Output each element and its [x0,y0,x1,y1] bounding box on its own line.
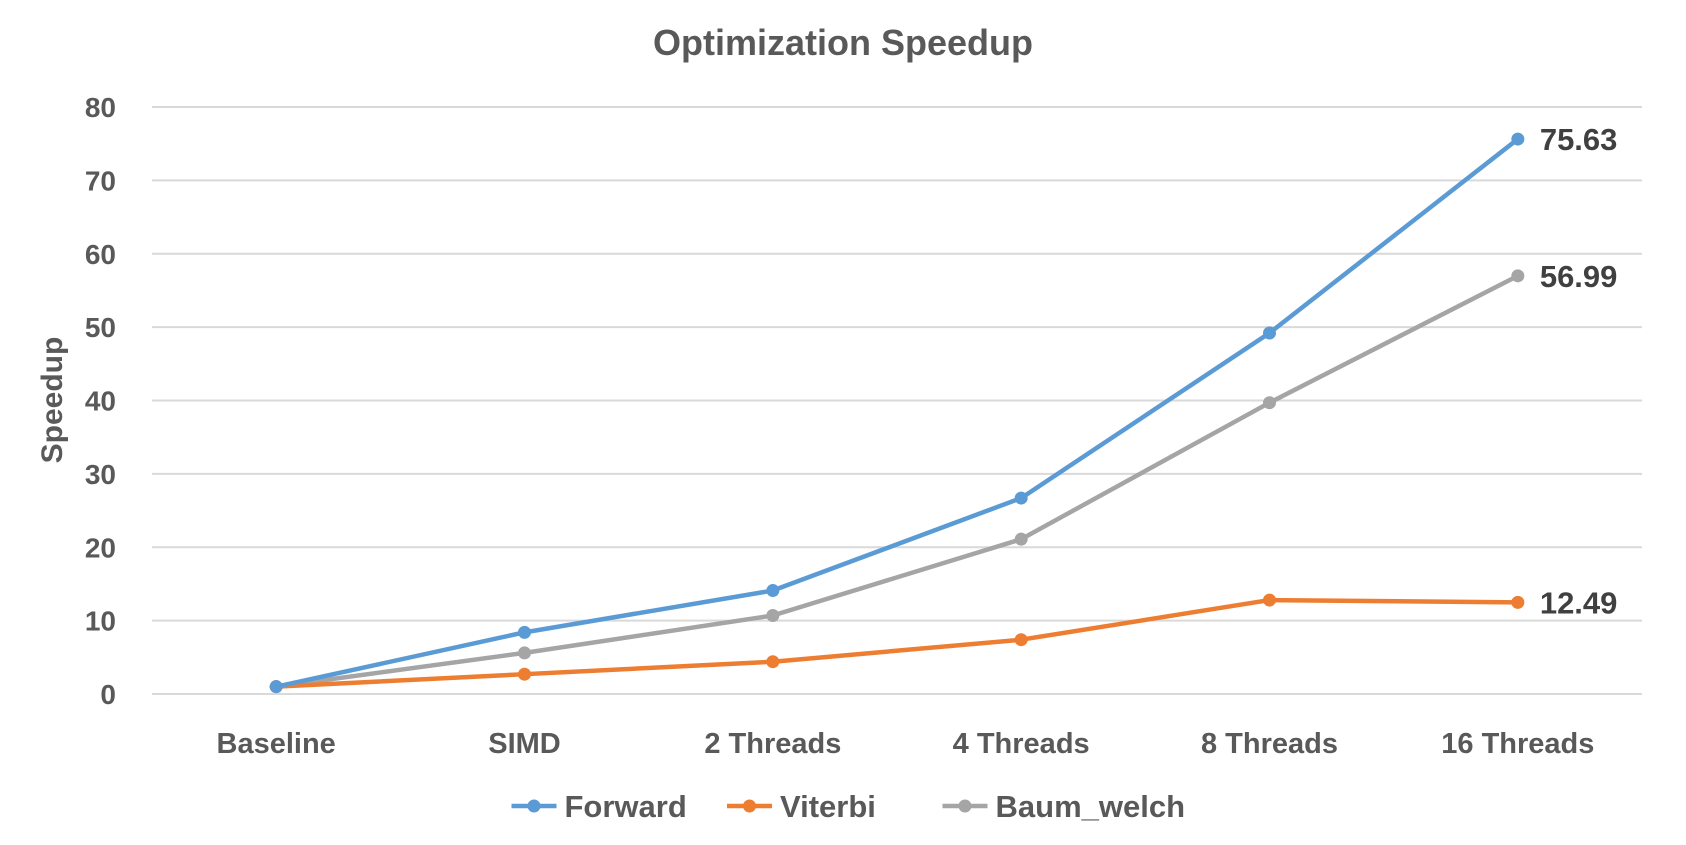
y-axis-label: Speedup [36,337,69,464]
legend-marker [958,799,972,813]
data-point [766,584,780,598]
y-tick-label: 70 [85,165,116,196]
data-point [1511,595,1525,609]
data-point [1263,326,1276,340]
data-point [1014,491,1028,505]
x-axis-ticks: Baseline SIMD 2 Threads 4 Threads 8 Threads 1… [217,728,1595,760]
legend-item-forward: Forward [511,789,687,824]
x-tick-label: 8 Threads [1201,728,1338,760]
series-line-forward [273,136,1521,689]
legend-marker [743,799,756,813]
data-point [1014,532,1028,546]
data-point [1014,633,1028,647]
data-point [766,608,780,622]
gridlines [152,106,1642,695]
data-point [518,667,531,681]
y-tick-label: 30 [85,459,116,490]
x-tick-label: 2 Threads [704,728,841,760]
data-label-forward: 75.63 [1540,122,1618,157]
series-forward [269,132,1525,694]
y-tick-label: 60 [85,239,116,270]
y-tick-label: 80 [85,92,116,123]
chart-title: Optimization Speedup [653,22,1033,63]
legend-marker [527,799,541,813]
data-point [518,625,531,639]
y-tick-label: 20 [85,532,116,563]
series-viterbi [269,593,1525,694]
data-labels: 56.99 12.49 75.63 [1540,122,1618,620]
series-line-baum-welch [273,273,1521,689]
y-axis-ticks: 0 10 20 30 40 50 60 70 80 [85,92,116,710]
data-point [269,680,283,694]
data-point [1511,269,1525,283]
series-group [269,132,1525,694]
data-point [1263,593,1276,607]
data-label-viterbi: 12.49 [1540,585,1618,620]
y-tick-label: 50 [85,312,116,343]
legend-item-baum-welch: Baum_welch [942,789,1186,824]
data-point [1511,132,1525,146]
y-tick-label: 0 [100,679,116,710]
y-tick-label: 40 [85,386,116,417]
legend: Forward Viterbi Baum_welch [511,789,1186,824]
data-point [1263,396,1276,410]
data-point [518,646,531,660]
x-tick-label: 4 Threads [953,728,1090,760]
series-line-viterbi [273,597,1521,689]
legend-label: Viterbi [780,789,876,824]
x-tick-label: Baseline [217,728,336,760]
legend-label: Forward [565,789,687,824]
x-tick-label: 16 Threads [1441,728,1594,760]
legend-label: Baum_welch [996,789,1186,824]
y-tick-label: 10 [85,606,116,637]
series-baum-welch [269,269,1525,694]
data-label-baum-welch: 56.99 [1540,259,1618,294]
legend-item-viterbi: Viterbi [727,789,876,824]
data-point [766,655,780,669]
x-tick-label: SIMD [488,728,561,760]
